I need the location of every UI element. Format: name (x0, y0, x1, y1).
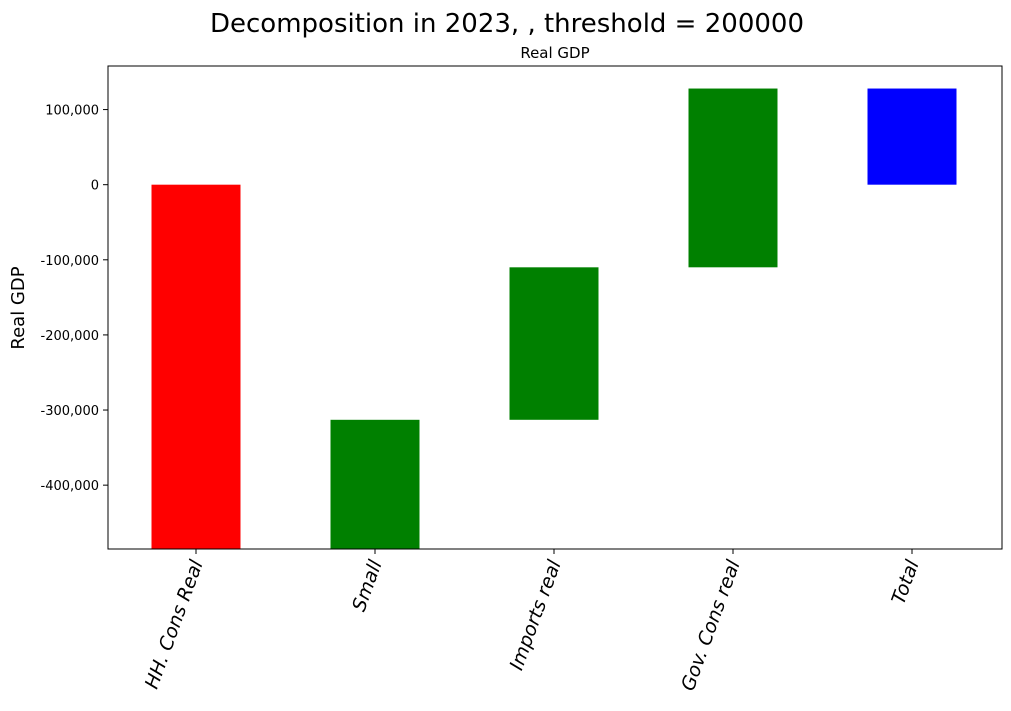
x-tick-label: HH. Cons Real (141, 557, 208, 692)
y-axis-ticks: 100,000 0 -100,000 -200,000 -300,000 -400,000 (41, 104, 108, 494)
x-tick-label: Total (888, 557, 924, 608)
y-axis-label: Real GDP (8, 266, 29, 349)
y-tick-label: -300,000 (41, 404, 99, 419)
x-tick-label: Small (348, 557, 387, 615)
y-tick-label: 0 (91, 179, 99, 194)
axes-title: Real GDP (520, 44, 589, 62)
y-tick-label: -200,000 (41, 329, 99, 344)
x-tick-label: Imports real (506, 557, 566, 674)
bar-imports-real (509, 267, 599, 420)
bar-hh-cons-real (151, 184, 241, 549)
bar-gov-cons-real (688, 88, 778, 268)
chart-title: Decomposition in 2023, , threshold = 200… (210, 9, 804, 39)
x-axis-ticks: HH. Cons Real Small Imports real Gov. Cons … (141, 549, 924, 694)
y-tick-label: 100,000 (45, 104, 99, 119)
plot-frame (107, 65, 1003, 550)
bars-group (151, 88, 957, 549)
y-tick-label: -100,000 (41, 254, 99, 269)
y-tick-label: -400,000 (41, 479, 99, 494)
bar-total (867, 88, 957, 185)
x-tick-label: Gov. Cons real (677, 557, 745, 694)
bar-small (330, 419, 420, 549)
